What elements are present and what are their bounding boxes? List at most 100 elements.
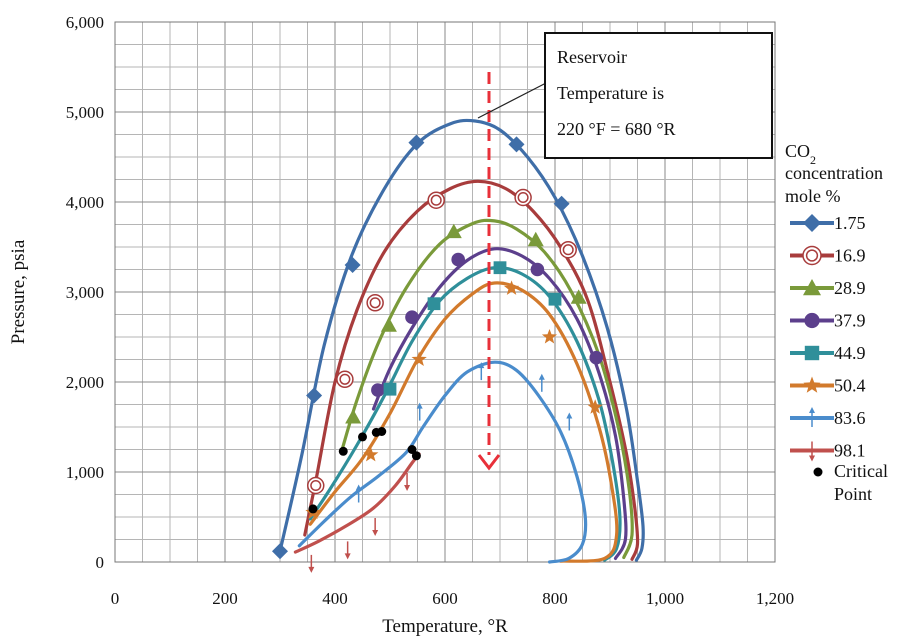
legend-label: 50.4 bbox=[834, 376, 866, 396]
marker-diamond bbox=[553, 195, 570, 212]
callout-box bbox=[544, 32, 773, 159]
marker-circle bbox=[371, 383, 385, 397]
callout-leader bbox=[477, 81, 549, 119]
marker-open-circle bbox=[307, 476, 325, 495]
marker-open-circle-inner bbox=[517, 191, 529, 204]
marker-open-circle-inner bbox=[310, 479, 322, 492]
series-line-83.6 bbox=[297, 360, 588, 564]
marker-circle bbox=[530, 262, 545, 277]
marker-square bbox=[493, 261, 507, 275]
x-tick-label: 200 bbox=[212, 589, 238, 608]
critical-points bbox=[308, 427, 421, 514]
legend-label: 16.9 bbox=[834, 246, 866, 266]
y-axis-ticks: 0 1,000 2,000 3,000 4,000 5,000 6,000 bbox=[66, 13, 104, 572]
legend-title-line: mole % bbox=[785, 186, 841, 206]
plot-frame bbox=[114, 21, 776, 563]
y-tick-label: 1,000 bbox=[66, 463, 104, 482]
critical-point bbox=[377, 427, 387, 436]
marker-arrow-down-head bbox=[404, 485, 411, 491]
callout-line: Reservoir bbox=[557, 47, 627, 67]
x-axis-ticks: 0 200 400 600 800 1,000 1,200 bbox=[111, 589, 794, 608]
marker-triangle bbox=[380, 317, 397, 332]
x-tick-label: 1,000 bbox=[646, 589, 684, 608]
marker-arrow-down-head bbox=[809, 455, 815, 462]
marker-star bbox=[411, 351, 427, 366]
marker-open-circle bbox=[802, 245, 822, 266]
y-axis-title: Pressure, psia bbox=[8, 239, 29, 344]
x-tick-label: 800 bbox=[542, 589, 568, 608]
reservoir-callout: Reservoir Temperature is 220 °F = 680 °R bbox=[477, 32, 773, 471]
marker-star bbox=[541, 329, 558, 344]
marker-square bbox=[427, 297, 441, 311]
y-tick-label: 6,000 bbox=[66, 13, 104, 32]
marker-diamond bbox=[272, 543, 288, 560]
marker-open-circle-inner bbox=[562, 244, 574, 256]
callout-line: Temperature is bbox=[557, 83, 664, 103]
marker-star bbox=[803, 376, 821, 393]
x-tick-label: 400 bbox=[322, 589, 348, 608]
legend-title-line: concentration bbox=[785, 163, 883, 183]
marker-arrow-up-head bbox=[478, 362, 485, 369]
critical-point bbox=[338, 446, 348, 456]
marker-open-circle-inner bbox=[430, 194, 442, 206]
series-line-16.9 bbox=[303, 179, 640, 561]
series-markers bbox=[272, 134, 604, 573]
legend-label: 83.6 bbox=[834, 408, 866, 428]
callout-line: 220 °F = 680 °R bbox=[557, 119, 676, 139]
legend-label: 37.9 bbox=[834, 311, 866, 331]
y-tick-label: 4,000 bbox=[66, 193, 104, 212]
marker-arrow-down-head bbox=[344, 553, 351, 560]
marker-circle bbox=[804, 312, 820, 329]
marker-square bbox=[804, 345, 820, 361]
marker-arrow-up-head bbox=[566, 412, 573, 419]
marker-open-circle-inner bbox=[339, 373, 351, 385]
y-tick-label: 3,000 bbox=[66, 283, 104, 302]
y-tick-label: 0 bbox=[96, 553, 105, 572]
x-tick-label: 0 bbox=[111, 589, 120, 608]
marker-open-circle bbox=[336, 370, 354, 389]
marker-diamond bbox=[408, 134, 425, 151]
marker-arrow-up-head bbox=[416, 402, 423, 409]
marker-open-circle bbox=[514, 188, 532, 207]
marker-open-circle bbox=[366, 294, 384, 312]
marker-open-circle-inner bbox=[369, 297, 381, 309]
series-curves bbox=[278, 118, 645, 564]
marker-diamond bbox=[508, 136, 525, 153]
legend-label: 1.75 bbox=[834, 213, 866, 233]
marker-star bbox=[503, 280, 520, 295]
marker-arrow-down-head bbox=[372, 530, 379, 536]
legend-label: 28.9 bbox=[834, 278, 866, 298]
marker-star bbox=[587, 399, 603, 414]
critical-point bbox=[407, 445, 417, 454]
marker-diamond bbox=[344, 257, 361, 273]
x-tick-label: 1,200 bbox=[756, 589, 794, 608]
marker-triangle bbox=[445, 223, 462, 239]
marker-open-circle bbox=[559, 240, 577, 259]
marker-triangle bbox=[803, 279, 821, 296]
legend-label: Critical bbox=[834, 461, 888, 481]
plot-border bbox=[114, 21, 776, 563]
marker-triangle bbox=[345, 409, 362, 424]
legend-critical-dot bbox=[813, 467, 823, 477]
critical-point bbox=[358, 432, 367, 442]
legend-label: 98.1 bbox=[834, 441, 866, 461]
marker-arrow-down-head bbox=[308, 566, 315, 573]
marker-arrow-up-head bbox=[355, 484, 362, 491]
marker-circle bbox=[405, 310, 419, 325]
legend-label: Point bbox=[834, 484, 872, 504]
marker-open-circle bbox=[427, 191, 445, 209]
legend-label: 44.9 bbox=[834, 343, 866, 363]
marker-circle bbox=[451, 252, 466, 267]
series-line-98.1 bbox=[293, 452, 421, 554]
marker-open-circle-inner bbox=[805, 249, 819, 262]
marker-square bbox=[548, 292, 562, 306]
marker-arrow-up-head bbox=[809, 407, 815, 413]
y-tick-label: 2,000 bbox=[66, 373, 104, 392]
critical-point bbox=[411, 451, 421, 461]
marker-triangle bbox=[527, 231, 544, 247]
critical-point bbox=[308, 504, 318, 514]
reservoir-arrowhead bbox=[477, 454, 501, 471]
marker-arrow-up-head bbox=[538, 373, 545, 380]
